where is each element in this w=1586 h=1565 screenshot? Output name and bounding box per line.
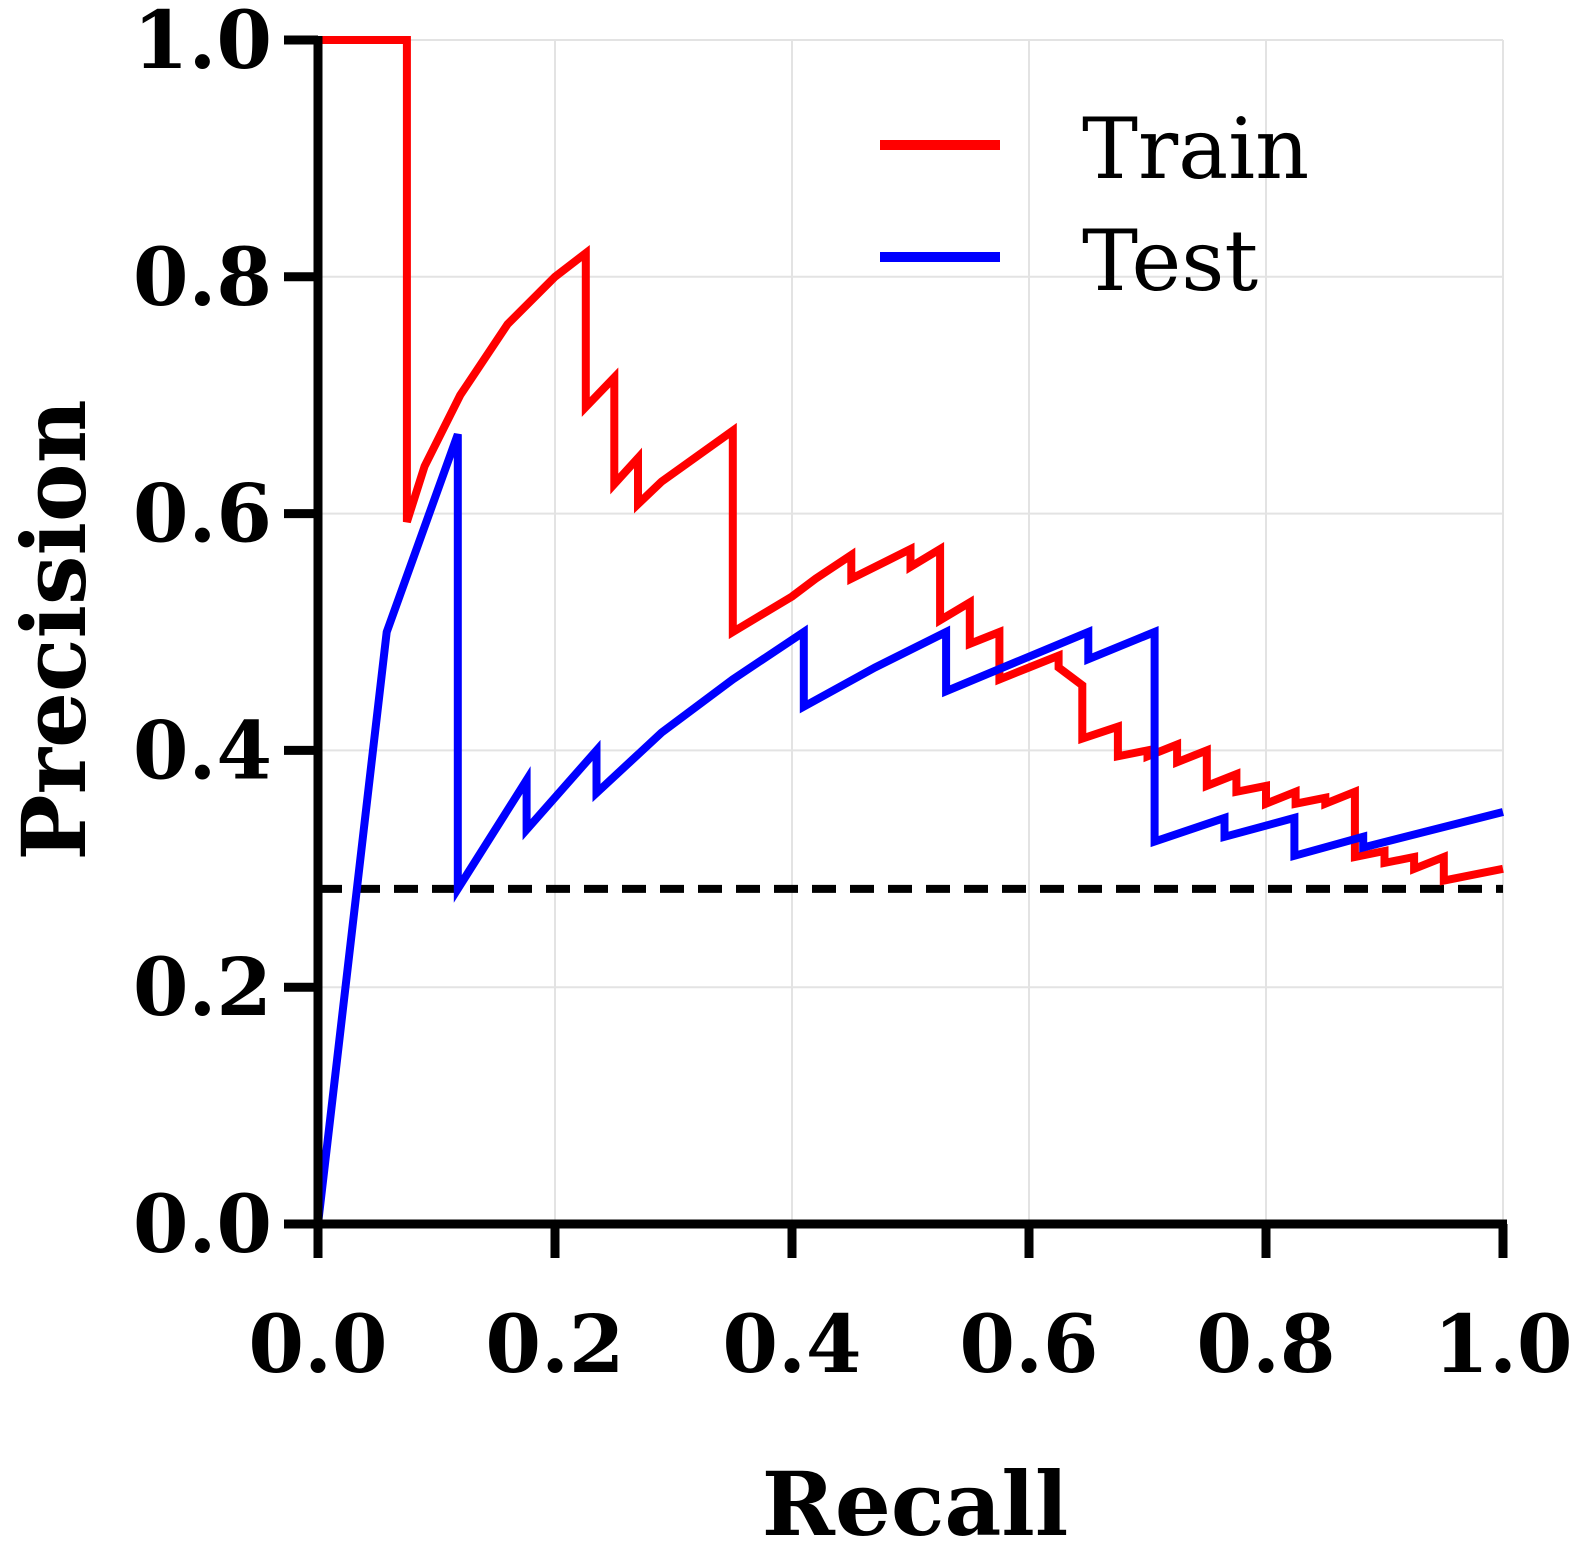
x-tick-label-1: 0.2: [485, 1297, 624, 1391]
x-tick-label-2: 0.4: [722, 1297, 861, 1391]
y-tick-label-0: 0.0: [133, 1177, 272, 1271]
x-tick-label-3: 0.6: [959, 1297, 1098, 1391]
y-axis-title: Precision: [2, 399, 106, 860]
series-line-test: [314, 40, 1504, 1225]
x-tick-label-0: 0.0: [248, 1297, 387, 1391]
grid: [318, 39, 1504, 1224]
y-tick-label-5: 1.0: [133, 0, 272, 87]
legend: Train Test: [880, 100, 1309, 310]
y-tick-label-4: 0.8: [133, 230, 272, 324]
series-line-train: [318, 36, 1504, 886]
x-tick-label-5: 1.0: [1433, 1297, 1572, 1391]
axes: [313, 36, 1507, 1229]
y-tick-label-1: 0.2: [133, 940, 272, 1034]
x-tick-label-4: 0.8: [1196, 1297, 1335, 1391]
ticks: 0.0 0.2 0.4 0.6 0.8 1.0 0.0 0.2 0.4 0.6 0.8 1.0: [133, 0, 1573, 1391]
y-tick-label-3: 0.6: [133, 467, 272, 561]
series-group: [314, 36, 1504, 1225]
x-axis-title: Recall: [762, 1452, 1069, 1556]
y-tick-label-2: 0.4: [133, 703, 272, 797]
legend-label-test: Test: [1082, 212, 1258, 310]
legend-label-train: Train: [1082, 100, 1309, 198]
